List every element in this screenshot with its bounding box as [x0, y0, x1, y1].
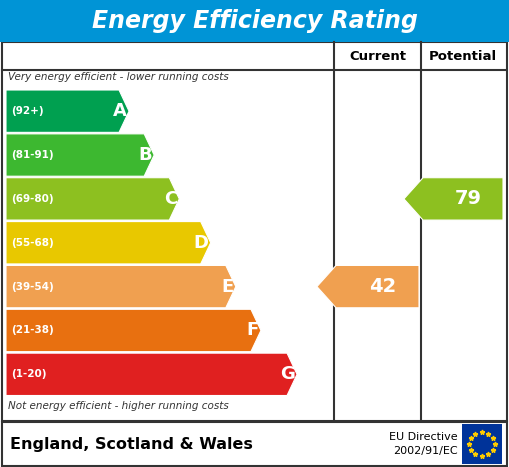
Text: (81-91): (81-91)	[11, 150, 53, 160]
Polygon shape	[404, 178, 503, 220]
Text: B: B	[138, 146, 152, 164]
Text: EU Directive: EU Directive	[389, 432, 458, 442]
Polygon shape	[6, 265, 236, 308]
Text: G: G	[280, 365, 295, 383]
Text: 79: 79	[454, 190, 482, 208]
Text: England, Scotland & Wales: England, Scotland & Wales	[10, 437, 253, 452]
Polygon shape	[6, 353, 297, 396]
Bar	[0, 0, 509, 42]
Text: Very energy efficient - lower running costs: Very energy efficient - lower running co…	[8, 72, 229, 82]
Text: Potential: Potential	[429, 50, 497, 63]
Text: Energy Efficiency Rating: Energy Efficiency Rating	[92, 9, 417, 33]
Text: C: C	[164, 190, 177, 208]
Text: E: E	[221, 277, 234, 296]
Text: 42: 42	[369, 277, 396, 296]
Bar	[2, 422, 507, 466]
Text: (1-20): (1-20)	[11, 369, 46, 379]
Polygon shape	[6, 178, 179, 220]
Bar	[2, 42, 507, 421]
Text: F: F	[247, 321, 259, 340]
Polygon shape	[6, 90, 129, 132]
Text: (21-38): (21-38)	[11, 325, 54, 335]
Text: (39-54): (39-54)	[11, 282, 54, 291]
Polygon shape	[6, 134, 154, 176]
Text: A: A	[113, 102, 127, 120]
Text: (55-68): (55-68)	[11, 238, 54, 248]
Text: (92+): (92+)	[11, 106, 44, 116]
Text: D: D	[194, 234, 209, 252]
Text: (69-80): (69-80)	[11, 194, 53, 204]
Polygon shape	[6, 309, 261, 352]
Text: Current: Current	[349, 50, 406, 63]
Polygon shape	[317, 265, 419, 308]
Text: Not energy efficient - higher running costs: Not energy efficient - higher running co…	[8, 401, 229, 411]
Polygon shape	[6, 221, 211, 264]
Text: 2002/91/EC: 2002/91/EC	[393, 446, 458, 456]
Bar	[462, 424, 502, 464]
